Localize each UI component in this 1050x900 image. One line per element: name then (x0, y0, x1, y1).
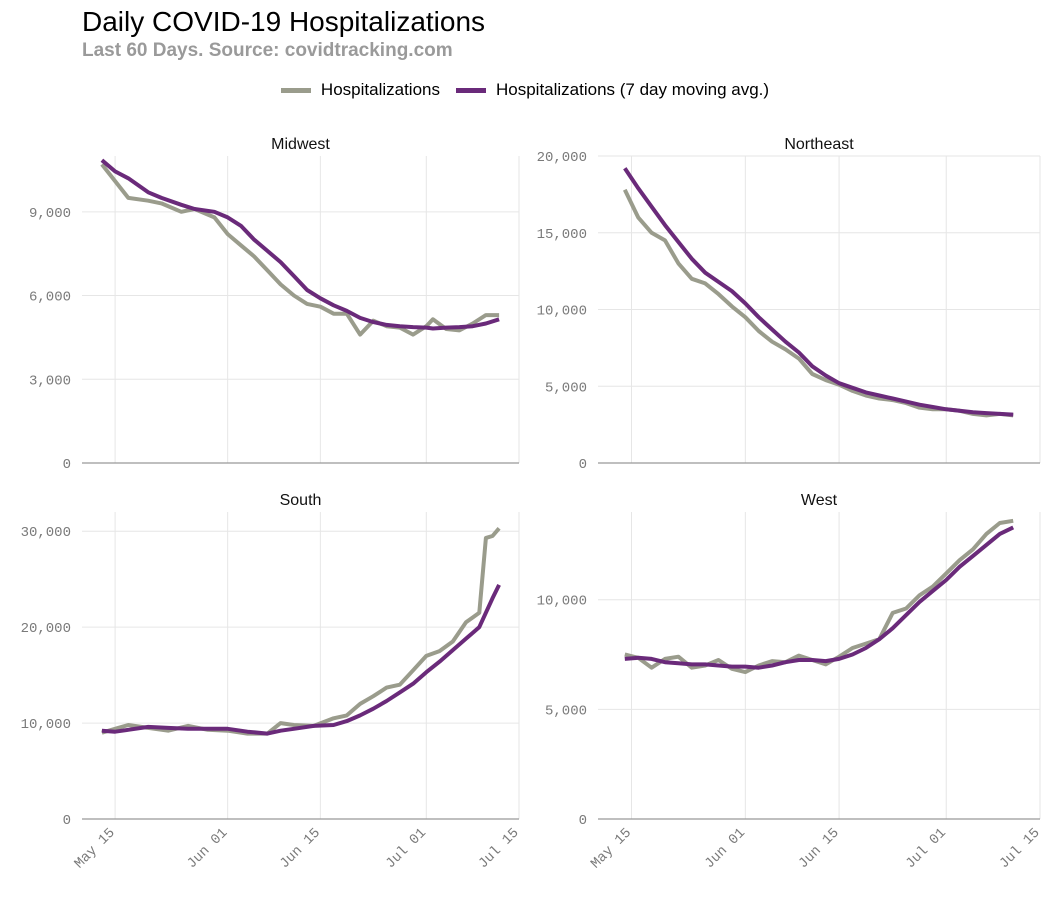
south-xtick-label: May 15 (72, 825, 119, 872)
northeast-ytick-label: 5,000 (545, 380, 587, 396)
west-xtick-label: Jun 01 (702, 825, 749, 872)
facet-title-northeast: Northeast (784, 136, 854, 153)
northeast-ytick-label: 0 (579, 457, 587, 473)
south-ytick-label: 0 (63, 813, 71, 829)
west-line-hospitalizations (624, 518, 1014, 675)
midwest-ytick-label: 3,000 (29, 373, 71, 389)
south-ytick-label: 10,000 (21, 717, 71, 733)
south-xtick-label: Jul 01 (383, 825, 430, 872)
northeast-ytick-label: 10,000 (537, 304, 587, 320)
facet-title-midwest: Midwest (271, 136, 330, 153)
west-ytick-label: 5,000 (545, 703, 587, 719)
south-xtick-label: Jun 01 (184, 825, 231, 872)
northeast-ytick-label: 15,000 (537, 227, 587, 243)
legend-swatch-hospitalizations (280, 87, 311, 93)
facet-title-west: West (801, 492, 838, 509)
midwest-line-moving-average (100, 158, 500, 331)
northeast-ytick-label: 20,000 (537, 150, 587, 166)
legend-label-hospitalizations: Hospitalizations (320, 80, 440, 99)
midwest-ytick-label: 6,000 (29, 290, 71, 306)
west-ytick-label: 0 (579, 813, 587, 829)
south-ytick-label: 20,000 (21, 621, 71, 637)
west-xtick-label: Jul 01 (903, 825, 950, 872)
northeast-line-hospitalizations (623, 188, 1014, 418)
chart-title: Daily COVID-19 Hospitalizations (82, 6, 486, 37)
west-line-moving-average (624, 525, 1015, 670)
west-ytick-label: 10,000 (537, 594, 587, 610)
midwest-ytick-label: 0 (63, 457, 71, 473)
midwest-ytick-label: 9,000 (29, 206, 71, 222)
west-xtick-label: Jun 15 (796, 825, 843, 872)
legend-swatch-moving-average (455, 87, 486, 93)
facet-title-south: South (280, 492, 322, 509)
south-xtick-label: Jul 15 (476, 825, 523, 872)
south-line-moving-average (101, 584, 501, 736)
legend-label-moving-average: Hospitalizations (7 day moving avg.) (495, 80, 770, 99)
midwest-line-hospitalizations (100, 163, 500, 337)
south-xtick-label: Jun 15 (277, 825, 324, 872)
chart-subtitle: Last 60 Days. Source: covidtracking.com (82, 40, 453, 61)
west-xtick-label: Jul 15 (997, 825, 1044, 872)
west-xtick-label: May 15 (588, 825, 635, 872)
south-line-hospitalizations (101, 526, 501, 736)
south-ytick-label: 30,000 (21, 525, 71, 541)
legend-item-moving-average: Hospitalizations (7 day moving avg.) (455, 80, 770, 100)
legend-item-hospitalizations: Hospitalizations (280, 80, 440, 100)
legend: Hospitalizations Hospitalizations (7 day… (0, 80, 1050, 100)
northeast-line-moving-average (623, 167, 1014, 417)
